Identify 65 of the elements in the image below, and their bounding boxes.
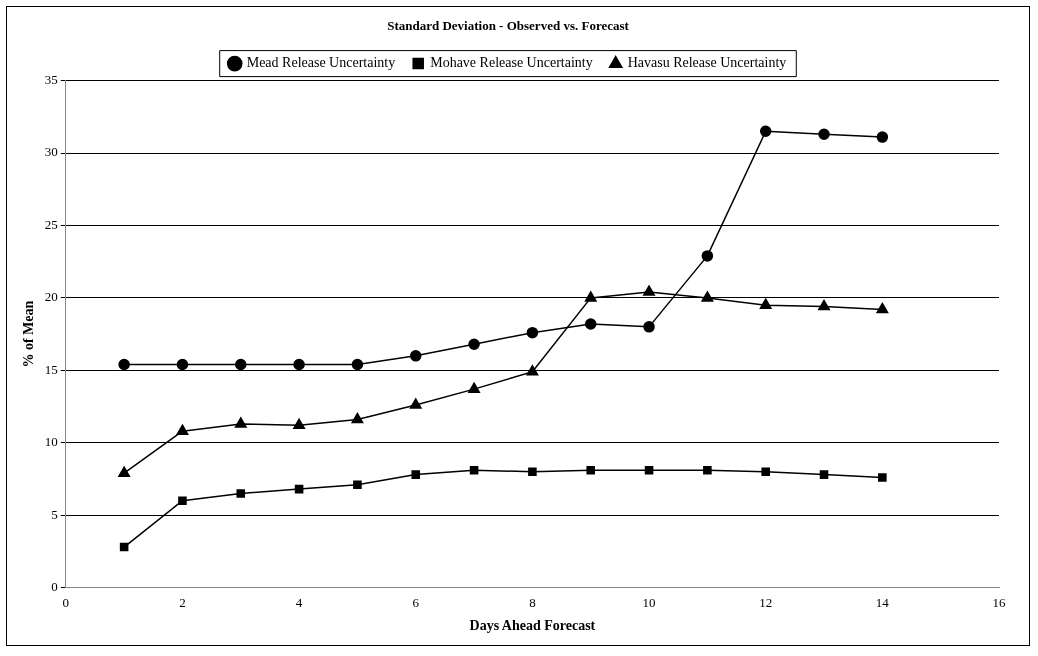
x-tick-label: 14 bbox=[875, 594, 890, 610]
chart-title: Standard Deviation - Observed vs. Forecast bbox=[387, 18, 630, 34]
point bbox=[526, 365, 539, 376]
y-tick-label: 30 bbox=[44, 144, 58, 160]
x-tick-label: 8 bbox=[529, 594, 536, 610]
y-tick-label: 5 bbox=[51, 506, 58, 522]
point bbox=[644, 465, 654, 475]
point bbox=[584, 291, 597, 302]
point bbox=[409, 398, 422, 409]
point bbox=[178, 496, 187, 505]
point bbox=[761, 467, 770, 476]
point bbox=[701, 291, 714, 302]
point bbox=[643, 285, 655, 296]
x-tick-label: 6 bbox=[412, 594, 420, 610]
legend-label: Mead Release Uncertainty bbox=[246, 55, 396, 71]
point bbox=[878, 473, 887, 482]
x-tick-label: 2 bbox=[179, 594, 186, 610]
x-tick-label: 16 bbox=[992, 594, 1006, 610]
legend-label: Mohave Release Uncertainty bbox=[430, 55, 593, 71]
point bbox=[703, 465, 712, 475]
point bbox=[293, 418, 306, 430]
legend-label: Havasu Release Uncertainty bbox=[627, 55, 787, 71]
x-tick-label: 12 bbox=[759, 594, 773, 610]
x-axis-title: Days Ahead Forecast bbox=[469, 618, 596, 634]
point bbox=[351, 412, 364, 424]
point bbox=[119, 542, 129, 552]
point bbox=[236, 489, 246, 498]
y-axis-title: % of Mean bbox=[21, 300, 37, 368]
point bbox=[293, 358, 305, 371]
point bbox=[410, 350, 422, 362]
y-tick-label: 20 bbox=[44, 289, 58, 305]
point bbox=[118, 358, 130, 371]
y-tick-label: 15 bbox=[44, 361, 58, 377]
point bbox=[876, 131, 889, 143]
point bbox=[586, 465, 596, 475]
point bbox=[528, 467, 537, 476]
x-tick-label: 0 bbox=[62, 594, 70, 610]
y-tick-label: 25 bbox=[44, 216, 58, 232]
y-tick-label: 0 bbox=[51, 579, 58, 595]
x-tick-label: 4 bbox=[295, 594, 303, 610]
point bbox=[411, 470, 421, 479]
x-tick-label: 10 bbox=[642, 594, 656, 610]
point bbox=[294, 484, 304, 494]
point bbox=[468, 382, 481, 393]
point bbox=[118, 466, 131, 477]
point bbox=[469, 465, 479, 475]
point bbox=[759, 298, 772, 309]
point bbox=[584, 318, 597, 330]
point bbox=[819, 470, 829, 479]
y-tick-label: 35 bbox=[44, 72, 58, 88]
point bbox=[818, 299, 830, 311]
point bbox=[176, 358, 189, 371]
point bbox=[351, 358, 364, 371]
point bbox=[818, 128, 830, 140]
point bbox=[643, 321, 655, 333]
point bbox=[176, 424, 189, 435]
point bbox=[234, 417, 247, 428]
point bbox=[235, 358, 247, 371]
point bbox=[468, 338, 480, 350]
point bbox=[701, 250, 714, 262]
point bbox=[876, 302, 889, 314]
point bbox=[353, 480, 362, 490]
point bbox=[526, 326, 539, 339]
point bbox=[759, 125, 772, 138]
y-tick-label: 10 bbox=[44, 434, 58, 450]
